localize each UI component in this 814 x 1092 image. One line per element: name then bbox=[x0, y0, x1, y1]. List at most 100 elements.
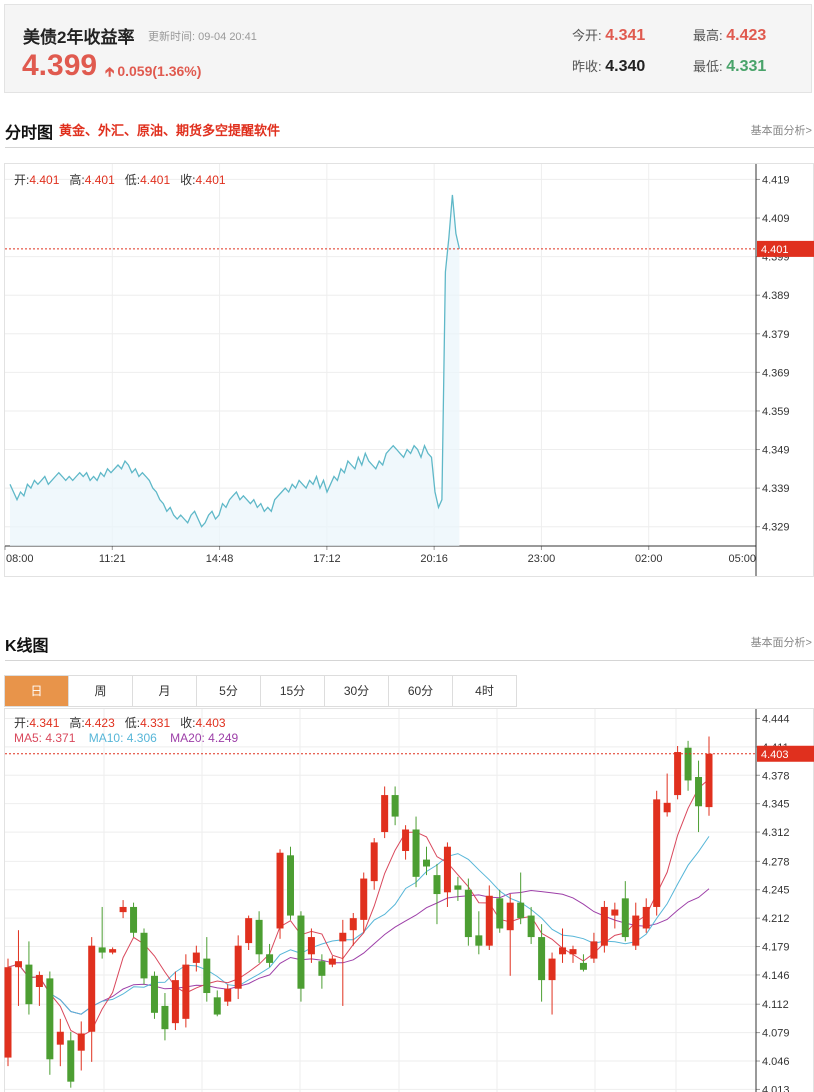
y-tick-label: 4.389 bbox=[762, 290, 790, 302]
candle-body bbox=[475, 935, 483, 946]
tab-period[interactable]: 30分 bbox=[325, 676, 389, 706]
intraday-analysis-link[interactable]: 基本面分析> bbox=[750, 125, 812, 137]
day-low-label: 最低: bbox=[693, 59, 723, 74]
ma20-value: 4.249 bbox=[208, 731, 239, 745]
candle-body bbox=[35, 974, 43, 987]
ma20-label: MA20: bbox=[170, 731, 205, 745]
candle-body bbox=[307, 937, 315, 955]
k-y-tick-label: 4.378 bbox=[762, 770, 790, 782]
candle-body bbox=[140, 932, 148, 979]
intraday-title: 分时图 bbox=[5, 125, 54, 142]
k-y-tick-label: 4.444 bbox=[762, 713, 790, 725]
intraday-chart-svg: 4.4194.4094.3994.3894.3794.3694.3594.349… bbox=[4, 163, 814, 577]
candle-body bbox=[485, 895, 493, 946]
x-tick-label: 17:12 bbox=[313, 553, 341, 565]
day-high-label: 最高: bbox=[693, 28, 723, 43]
candle-body bbox=[611, 909, 619, 916]
ohlc-high-value: 4.401 bbox=[84, 173, 115, 187]
k-current-price-label: 4.403 bbox=[761, 749, 789, 761]
candle-body bbox=[130, 906, 138, 933]
candle-body bbox=[56, 1031, 64, 1045]
tab-period[interactable]: 60分 bbox=[389, 676, 453, 706]
intraday-chart[interactable]: 4.419 4.409 4.399 4.389 4.379 4.369 4.359 4.349… bbox=[4, 163, 814, 577]
k-y-tick-label: 4.112 bbox=[762, 999, 789, 1011]
candle-body bbox=[266, 954, 274, 963]
tab-period[interactable]: 周 bbox=[69, 676, 133, 706]
k-y-tick-label: 4.278 bbox=[762, 856, 790, 868]
candle-body bbox=[402, 829, 410, 852]
candle-body bbox=[684, 747, 692, 781]
candle-body bbox=[213, 997, 221, 1015]
tab-period[interactable]: 日 bbox=[5, 676, 69, 706]
candle-body bbox=[360, 878, 368, 920]
day-high: 最高: 4.423 bbox=[693, 25, 766, 45]
ohlc-low-label: 低: bbox=[124, 173, 141, 187]
k-close-value: 4.403 bbox=[195, 716, 226, 730]
kline-chart-svg: 4.4444.4114.3784.3454.3124.2784.2454.212… bbox=[4, 708, 814, 1092]
k-high-value: 4.423 bbox=[84, 716, 115, 730]
candle-body bbox=[517, 902, 525, 919]
candle-body bbox=[192, 952, 200, 963]
ma5-label: MA5: bbox=[14, 731, 43, 745]
candle-body bbox=[46, 978, 54, 1060]
k-y-tick-label: 4.146 bbox=[762, 970, 790, 982]
ma10-legend: MA10: 4.306 bbox=[89, 731, 157, 745]
ma20-legend: MA20: 4.249 bbox=[170, 731, 238, 745]
candle-body bbox=[234, 945, 242, 989]
k-y-tick-label: 4.345 bbox=[762, 799, 790, 811]
candle-body bbox=[109, 949, 117, 953]
ma5-legend: MA5: 4.371 bbox=[14, 731, 75, 745]
y-tick-label: 4.369 bbox=[762, 367, 790, 379]
tab-period[interactable]: 月 bbox=[133, 676, 197, 706]
candle-body bbox=[98, 947, 106, 953]
k-close-label: 收: bbox=[180, 716, 196, 730]
day-low: 最低: 4.331 bbox=[693, 56, 766, 76]
ohlc-close-value: 4.401 bbox=[195, 173, 226, 187]
candle-body bbox=[391, 795, 399, 817]
candle-body bbox=[423, 859, 431, 867]
x-tick-label: 23:00 bbox=[528, 553, 556, 565]
candle-body bbox=[663, 802, 671, 813]
candle-body bbox=[328, 958, 336, 965]
kline-ma-legend: MA5: 4.371 MA10: 4.306 MA20: 4.249 bbox=[14, 731, 238, 745]
k-high-label: 高: bbox=[69, 716, 85, 730]
candle-body bbox=[297, 915, 305, 989]
candle-body bbox=[286, 855, 294, 916]
candle-body bbox=[318, 961, 326, 976]
price-change-value: 0.059(1.36%) bbox=[117, 63, 202, 79]
kline-divider bbox=[5, 660, 814, 661]
kline-analysis-link[interactable]: 基本面分析> bbox=[750, 637, 812, 649]
k-y-tick-label: 4.212 bbox=[762, 913, 790, 925]
tab-period[interactable]: 4时 bbox=[453, 676, 517, 706]
y-tick-label: 4.409 bbox=[762, 213, 790, 225]
prev-close: 昨收: 4.340 bbox=[572, 56, 645, 76]
tab-period[interactable]: 5分 bbox=[197, 676, 261, 706]
candle-body bbox=[276, 852, 284, 929]
update-time-label: 更新时间: bbox=[148, 31, 196, 43]
current-price-tag bbox=[757, 240, 814, 257]
kline-chart[interactable]: 4.4444.4114.3784.3454.3124.2784.2454.212… bbox=[4, 708, 814, 1092]
k-y-tick-label: 4.046 bbox=[762, 1056, 790, 1068]
candle-body bbox=[349, 918, 357, 931]
candle-body bbox=[182, 964, 190, 1019]
candle-body bbox=[77, 1033, 85, 1051]
tab-period[interactable]: 15分 bbox=[261, 676, 325, 706]
ma20-line bbox=[7, 888, 710, 1015]
current-price: 4.399 bbox=[22, 49, 98, 82]
candle-body bbox=[527, 915, 535, 938]
candle-body bbox=[579, 962, 587, 970]
candle-body bbox=[496, 898, 504, 929]
today-open-label: 今开: bbox=[572, 28, 602, 43]
ohlc-open-label: 开: bbox=[14, 173, 30, 187]
candle-body bbox=[370, 842, 378, 882]
quote-panel: 美债2年收益率 更新时间: 09-04 20:41 4.399 🡱 0.059(1… bbox=[4, 4, 812, 93]
candle-body bbox=[705, 753, 713, 808]
day-low-value: 4.331 bbox=[726, 58, 767, 75]
promo-link[interactable]: 黄金、外汇、原油、期货多空提醒软件 bbox=[59, 123, 281, 138]
ohlc-high-label: 高: bbox=[69, 173, 85, 187]
candle-body bbox=[653, 799, 661, 907]
x-tick-label: 20:16 bbox=[420, 553, 448, 565]
k-low-value: 4.331 bbox=[140, 716, 171, 730]
candle-body bbox=[412, 829, 420, 877]
candle-body bbox=[569, 949, 577, 955]
